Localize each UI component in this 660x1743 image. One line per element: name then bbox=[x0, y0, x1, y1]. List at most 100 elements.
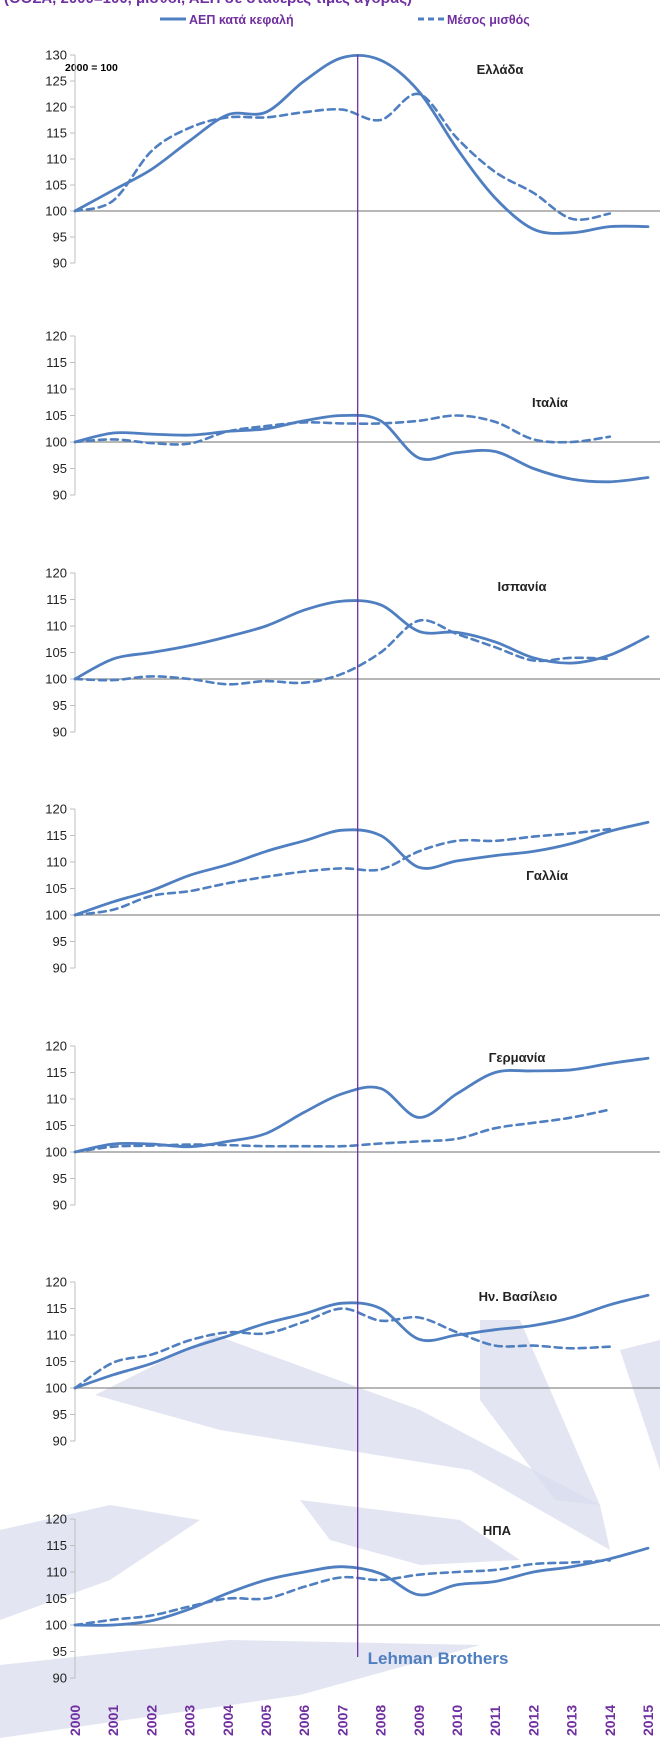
x-tick-2001: 2001 bbox=[105, 1705, 121, 1736]
panel-1-ytick-label: 105 bbox=[45, 178, 67, 193]
panel-7-ytick-label: 110 bbox=[46, 1565, 67, 1580]
panel-3-ytick-label: 100 bbox=[45, 672, 67, 687]
panel-2-ytick-label: 90 bbox=[53, 488, 67, 503]
x-tick-2010: 2010 bbox=[449, 1705, 465, 1736]
panel-4-gdp-line bbox=[73, 820, 650, 917]
panel-4-ytick-label: 115 bbox=[46, 828, 67, 843]
panel-4-ytick-label: 100 bbox=[45, 908, 67, 923]
watermark-shape-3 bbox=[620, 1340, 660, 1470]
panel-6-ytick-label: 95 bbox=[53, 1407, 67, 1422]
legend-wage-label: Μέσος μισθός bbox=[447, 13, 530, 27]
panel-5-ytick-label: 120 bbox=[45, 1039, 67, 1054]
panel-3-ytick-label: 110 bbox=[46, 619, 67, 634]
panel-7-ytick-label: 95 bbox=[53, 1644, 67, 1659]
panel-4-ytick-label: 105 bbox=[45, 881, 67, 896]
panel-1-ytick-label: 130 bbox=[45, 48, 67, 63]
panel-6-title: Ην. Βασίλειο bbox=[479, 1289, 558, 1304]
panel-1-ytick-label: 90 bbox=[53, 256, 67, 271]
panel-6-ytick-label: 110 bbox=[46, 1328, 67, 1343]
panel-5-ytick-label: 100 bbox=[45, 1145, 67, 1160]
panel-6-ytick-label: 100 bbox=[45, 1381, 67, 1396]
panel-2-ytick-label: 120 bbox=[45, 329, 67, 344]
watermark-shape-5 bbox=[0, 1640, 480, 1738]
panel-3-ytick-label: 120 bbox=[45, 566, 67, 581]
legend-gdp-label: ΑΕΠ κατά κεφαλή bbox=[189, 13, 294, 27]
panel-1-title: Ελλάδα bbox=[477, 62, 524, 77]
x-tick-2000: 2000 bbox=[67, 1705, 83, 1736]
x-tick-2011: 2011 bbox=[487, 1705, 503, 1736]
panel-2-ytick-label: 115 bbox=[46, 355, 67, 370]
panel-5-title: Γερμανία bbox=[489, 1050, 546, 1065]
x-tick-2005: 2005 bbox=[258, 1705, 274, 1736]
panel-1-wage-line bbox=[73, 92, 612, 221]
panel-2-wage-line bbox=[73, 414, 612, 446]
panel-3-ytick-label: 105 bbox=[45, 645, 67, 660]
panel-4-ytick-label: 120 bbox=[45, 802, 67, 817]
panel-2-ytick-label: 100 bbox=[45, 435, 67, 450]
panel-3-gdp-line bbox=[73, 599, 650, 681]
panel-3-ytick-label: 95 bbox=[53, 698, 67, 713]
panel-7-ytick-label: 120 bbox=[45, 1512, 67, 1527]
panel-5-ytick-label: 95 bbox=[53, 1171, 67, 1186]
panel-5-ytick-label: 105 bbox=[45, 1118, 67, 1133]
panel-1-ytick-label: 115 bbox=[46, 126, 67, 141]
x-tick-2002: 2002 bbox=[143, 1705, 159, 1736]
panel-7-ytick-label: 100 bbox=[45, 1618, 67, 1633]
watermark-shape-6 bbox=[300, 1500, 520, 1565]
panel-2-ytick-label: 110 bbox=[46, 382, 67, 397]
panel-5-ytick-label: 90 bbox=[53, 1198, 67, 1213]
panel-6-ytick-label: 115 bbox=[46, 1301, 67, 1316]
panel-5-ytick-label: 115 bbox=[46, 1065, 67, 1080]
x-tick-2007: 2007 bbox=[334, 1705, 350, 1736]
panel-1-ytick-label: 125 bbox=[45, 74, 67, 89]
panel-6-gdp-line bbox=[73, 1293, 650, 1390]
panel-7-wage-line bbox=[73, 1559, 612, 1627]
panel-7-title: ΗΠΑ bbox=[483, 1523, 512, 1538]
panel-4-ytick-label: 110 bbox=[46, 855, 67, 870]
panel-1-ytick-label: 100 bbox=[45, 204, 67, 219]
panel-5-wage-line bbox=[73, 1108, 612, 1154]
panel-2-title: Ιταλία bbox=[532, 395, 568, 410]
base-note: 2000 = 100 bbox=[65, 62, 118, 74]
panel-7-ytick-label: 90 bbox=[53, 1671, 67, 1686]
watermark-shape-4 bbox=[0, 1505, 200, 1620]
x-tick-2003: 2003 bbox=[182, 1705, 198, 1736]
panel-2-ytick-label: 95 bbox=[53, 461, 67, 476]
x-tick-2014: 2014 bbox=[602, 1705, 618, 1736]
panel-4-ytick-label: 95 bbox=[53, 934, 67, 949]
panel-7-gdp-line bbox=[73, 1546, 650, 1627]
x-tick-2009: 2009 bbox=[411, 1705, 427, 1736]
panel-4-wage-line bbox=[73, 827, 612, 917]
lehman-label: Lehman Brothers bbox=[368, 1649, 509, 1668]
panel-6-ytick-label: 90 bbox=[53, 1434, 67, 1449]
panel-1-gdp-line bbox=[73, 54, 650, 235]
panel-6-ytick-label: 120 bbox=[45, 1275, 67, 1290]
panel-5-gdp-line bbox=[73, 1056, 650, 1154]
watermark-shape-1 bbox=[95, 1335, 610, 1550]
panel-3-wage-line bbox=[73, 618, 612, 686]
watermark-shape-2 bbox=[480, 1320, 600, 1505]
x-tick-2012: 2012 bbox=[525, 1705, 541, 1736]
panel-7-ytick-label: 105 bbox=[45, 1591, 67, 1606]
panel-1-ytick-label: 110 bbox=[46, 152, 67, 167]
panel-1-ytick-label: 95 bbox=[53, 230, 67, 245]
panel-3-ytick-label: 115 bbox=[46, 592, 67, 607]
header-fragment: (ΟΟΣΑ, 2000=100, μισθοί, ΑΕΠ σε σταθερές… bbox=[4, 0, 412, 7]
x-tick-2006: 2006 bbox=[296, 1705, 312, 1736]
x-tick-2008: 2008 bbox=[373, 1705, 389, 1736]
panel-1-ytick-label: 120 bbox=[45, 100, 67, 115]
panel-6-wage-line bbox=[73, 1307, 612, 1390]
panel-3-ytick-label: 90 bbox=[53, 725, 67, 740]
panel-2-ytick-label: 105 bbox=[45, 408, 67, 423]
panel-4-ytick-label: 90 bbox=[53, 961, 67, 976]
panel-6-ytick-label: 105 bbox=[45, 1354, 67, 1369]
panel-4-title: Γαλλία bbox=[526, 868, 568, 883]
panel-7-ytick-label: 115 bbox=[46, 1538, 67, 1553]
panel-2-gdp-line bbox=[73, 413, 650, 484]
x-tick-2015: 2015 bbox=[640, 1705, 656, 1736]
panel-5-ytick-label: 110 bbox=[46, 1092, 67, 1107]
panel-3-title: Ισπανία bbox=[498, 579, 547, 594]
x-tick-2004: 2004 bbox=[220, 1705, 236, 1736]
